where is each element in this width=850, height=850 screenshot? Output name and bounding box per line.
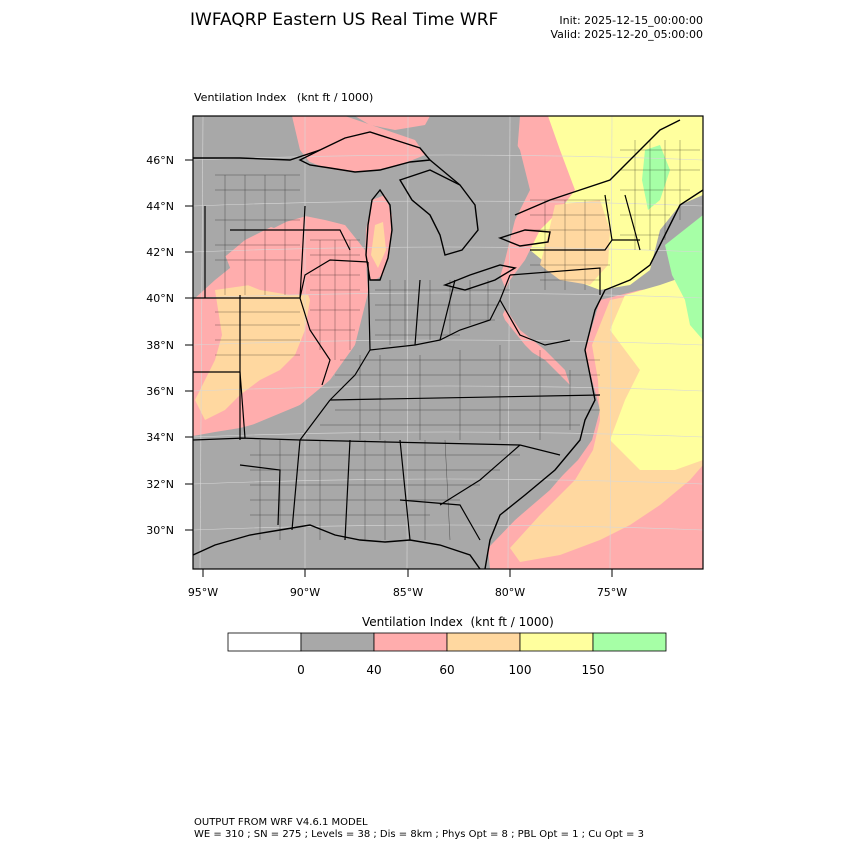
lat-label: 38°N — [146, 339, 174, 352]
gray-region-southeast — [193, 275, 590, 569]
county-boundaries — [215, 140, 700, 541]
pink-region-lake-superior — [292, 116, 425, 172]
colorbar-tick-label: 60 — [439, 663, 455, 677]
lat-labels: 46°N 44°N 42°N 40°N 38°N 36°N 34°N 32°N … — [146, 154, 174, 537]
colorbar-tick-label: 40 — [366, 663, 382, 677]
lat-ticks — [185, 159, 193, 531]
map-frame — [192, 115, 704, 570]
graticule — [193, 116, 703, 569]
orange-region-lake-michigan — [371, 222, 386, 268]
lat-label: 46°N — [146, 154, 174, 167]
orange-region-newyork — [540, 200, 610, 285]
colorbar — [227, 632, 667, 652]
colorbar-title: Ventilation Index (knt ft / 1000) — [362, 615, 554, 629]
gray-region-ontario — [425, 116, 530, 250]
lat-label: 42°N — [146, 246, 174, 259]
orange-region-midwest — [195, 272, 310, 420]
lat-label: 30°N — [146, 524, 174, 537]
lat-label: 44°N — [146, 200, 174, 213]
lake-huron-outline — [398, 169, 479, 256]
colorbar-tick-label: 0 — [297, 663, 305, 677]
lon-label: 75°W — [597, 586, 627, 599]
init-time: Init: 2025-12-15_00:00:00 — [559, 14, 703, 27]
colorbar-bin — [300, 632, 375, 652]
lake-michigan-outline — [365, 188, 393, 281]
lon-labels: 95°W 90°W 85°W 80°W 75°W — [188, 586, 627, 599]
atlantic-coastline — [484, 189, 703, 569]
lat-label: 32°N — [146, 478, 174, 491]
colorbar-tick-label: 100 — [508, 663, 532, 677]
lake-ontario-outline — [497, 229, 551, 247]
lon-label: 90°W — [290, 586, 320, 599]
colorbar-bin — [592, 632, 667, 652]
colorbar-bin — [373, 632, 448, 652]
colorbar-bin — [519, 632, 594, 652]
valid-time: Valid: 2025-12-20_05:00:00 — [550, 28, 703, 41]
main-title: IWFAQRP Eastern US Real Time WRF — [190, 10, 499, 30]
green-region-newengland — [642, 145, 670, 210]
colorbar-bin — [446, 632, 521, 652]
lat-label: 40°N — [146, 292, 174, 305]
gulf-coastline — [193, 524, 481, 569]
footer-model-line: OUTPUT FROM WRF V4.6.1 MODEL — [194, 817, 368, 828]
colorbar-tick-label: 150 — [581, 663, 605, 677]
lon-ticks — [202, 569, 613, 577]
lat-label: 36°N — [146, 385, 174, 398]
footer-config-line: WE = 310 ; SN = 275 ; Levels = 38 ; Dis … — [194, 829, 644, 840]
lon-label: 95°W — [188, 586, 218, 599]
lat-label: 34°N — [146, 431, 174, 444]
yellow-region-atlantic — [610, 270, 703, 470]
lon-label: 80°W — [495, 586, 525, 599]
lon-label: 85°W — [393, 586, 423, 599]
gray-region-ohio — [365, 275, 510, 350]
green-region-offshore — [665, 215, 703, 340]
colorbar-bin — [227, 632, 302, 652]
map-field-title: Ventilation Index (knt ft / 1000) — [194, 91, 374, 104]
pink-region-lake-superior-north — [355, 116, 430, 130]
